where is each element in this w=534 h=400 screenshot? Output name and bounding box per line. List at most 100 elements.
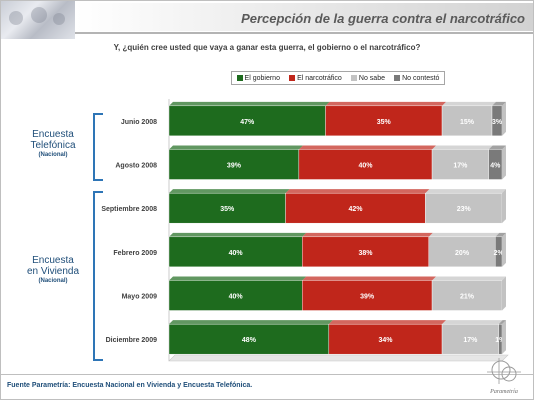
bar-segment-top [302, 232, 433, 237]
category-label: Septiembre 2008 [101, 206, 157, 213]
data-label: 40% [358, 163, 373, 170]
data-label: 2% [494, 250, 505, 257]
bar-segment-top [488, 145, 506, 150]
bar-segment [428, 236, 496, 268]
bar-segment-top [442, 320, 503, 325]
bar-segment [425, 192, 503, 224]
data-label: 42% [348, 206, 363, 213]
category-label: Mayo 2009 [122, 294, 158, 301]
bar-segment-top [428, 232, 500, 237]
bar-segment-top [169, 101, 330, 106]
survey-question: Y, ¿quién cree usted que vaya a ganar es… [113, 43, 421, 52]
bar-segment [298, 149, 433, 180]
bar-segment [168, 323, 330, 355]
legend-label: El gobierno [244, 74, 280, 82]
header-photo [1, 1, 75, 39]
data-label: 39% [360, 294, 375, 301]
bar-segment-top [169, 145, 303, 150]
legend-swatch [236, 75, 243, 81]
data-label: 40% [229, 294, 244, 301]
bar-segment [302, 236, 429, 268]
bar-side [502, 232, 506, 267]
legend-swatch [394, 75, 401, 81]
chart-legend: El gobierno El narcotráfico No sabe No c… [231, 71, 445, 85]
bar-segment [168, 149, 300, 180]
bar-segment [441, 323, 499, 355]
data-label: 1% [495, 337, 506, 344]
bar-segment-top [432, 145, 493, 150]
bar-segment [168, 192, 286, 224]
category-label: Diciembre 2009 [106, 337, 157, 344]
bar-segment-top [492, 101, 506, 106]
bar-segment [325, 105, 443, 137]
group-bracket-vivienda [93, 191, 103, 361]
bar-side [502, 320, 506, 355]
bar-segment [168, 105, 326, 137]
bar-segment [431, 280, 503, 311]
category-label: Febrero 2009 [113, 250, 157, 257]
title-divider [75, 32, 533, 34]
bar-segment [431, 149, 489, 180]
bar-segment [302, 280, 433, 311]
legend-item-no-sabe: No sabe [350, 74, 385, 82]
data-label: 4% [490, 163, 501, 170]
group-title-line1: Encuesta [32, 129, 74, 140]
group-title-line1: Encuesta [32, 255, 74, 266]
group-label-vivienda: Encuesta en Vivienda (Nacional) [15, 255, 91, 285]
bar-segment-top [425, 189, 506, 194]
bar-side [502, 145, 506, 180]
page-title: Percepción de la guerra contra el narcot… [241, 11, 525, 26]
data-label: 40% [229, 250, 244, 257]
data-label: 35% [377, 119, 392, 126]
bar-segment [168, 280, 303, 311]
data-label: 17% [463, 337, 478, 344]
bar-segment-top [325, 101, 447, 106]
category-label: Junio 2008 [121, 119, 157, 126]
data-label: 39% [227, 163, 242, 170]
bar-segment-top [169, 276, 307, 281]
group-bracket-telefonica [93, 113, 103, 181]
legend-label: No sabe [358, 74, 385, 82]
category-label: Agosto 2008 [115, 163, 157, 170]
legend-item-no-contesto: No contestó [394, 75, 439, 82]
legend-item-gobierno: El gobierno [236, 74, 280, 82]
data-label: 38% [358, 250, 373, 257]
bar-segment-top [169, 320, 333, 325]
data-label: 20% [455, 250, 470, 257]
group-title-line2: Telefónica [30, 140, 76, 151]
bar-segment-top [298, 145, 437, 150]
legend-swatch [350, 75, 357, 81]
group-subtitle: (Nacional) [38, 278, 68, 284]
bar-segment [441, 105, 493, 137]
bar-segment-top [328, 320, 447, 325]
data-label: 23% [457, 206, 472, 213]
legend-label: No contestó [402, 74, 440, 82]
data-label: 21% [460, 294, 475, 301]
data-label: 48% [242, 337, 257, 344]
bar-segment [285, 192, 426, 224]
bar-segment-top [495, 232, 506, 237]
data-label: 3% [492, 119, 503, 126]
chart-floor [168, 354, 509, 362]
footer-divider [1, 374, 533, 375]
bar-segment-top [442, 101, 497, 106]
title-band: Percepción de la guerra contra el narcot… [75, 3, 533, 31]
bar-segment-top [432, 276, 506, 281]
logo-text: Parametría [489, 389, 518, 395]
legend-swatch [289, 75, 296, 81]
data-label: 34% [378, 337, 393, 344]
bar-segment-top [169, 189, 290, 194]
legend-item-narcotrafico: El narcotráfico [289, 75, 342, 82]
data-label: 17% [453, 163, 468, 170]
bar-segment [168, 236, 303, 268]
bar-segment [328, 323, 443, 355]
bar-segment-top [302, 276, 437, 281]
bar-side [502, 276, 506, 311]
group-title-line2: en Vivienda [26, 266, 80, 277]
group-label-telefonica: Encuesta Telefónica (Nacional) [15, 129, 91, 159]
data-label: 35% [220, 206, 235, 213]
bar-side [502, 189, 506, 224]
parametria-logo: Parametría [487, 358, 521, 395]
